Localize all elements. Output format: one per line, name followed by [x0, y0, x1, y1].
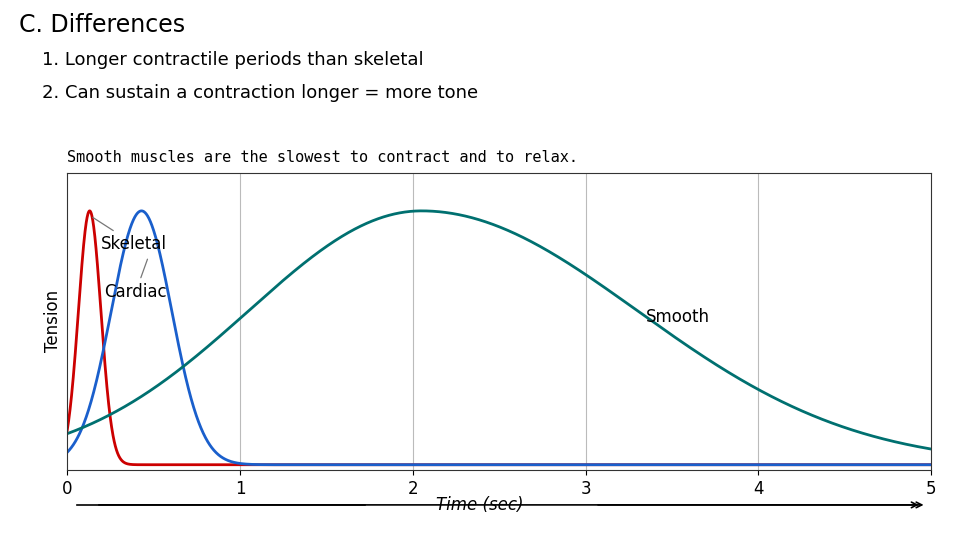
Text: 2. Can sustain a contraction longer = more tone: 2. Can sustain a contraction longer = mo… [19, 84, 478, 102]
Y-axis label: Tension: Tension [43, 290, 61, 353]
Text: Smooth: Smooth [646, 308, 710, 327]
Text: Cardiac: Cardiac [105, 259, 167, 301]
Text: Smooth muscles are the slowest to contract and to relax.: Smooth muscles are the slowest to contra… [67, 150, 578, 165]
Text: Skeletal: Skeletal [93, 218, 167, 253]
Text: Time (sec): Time (sec) [436, 496, 524, 514]
Text: C. Differences: C. Differences [19, 14, 185, 37]
Text: 1. Longer contractile periods than skeletal: 1. Longer contractile periods than skele… [19, 51, 423, 69]
